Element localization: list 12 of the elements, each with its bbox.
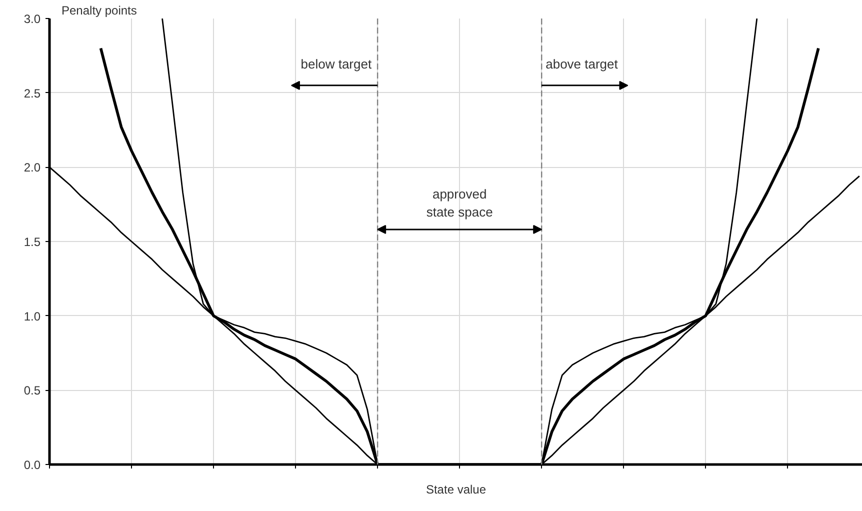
- y-tick-label: 3.0: [24, 12, 41, 26]
- y-axis-title: Penalty points: [62, 4, 137, 18]
- x-axis-title: State value: [426, 482, 486, 496]
- y-tick-label: 0.0: [24, 458, 41, 472]
- y-tick-label: 1.5: [24, 235, 41, 249]
- annotation: above target: [546, 56, 618, 72]
- y-tick-label: 2.5: [24, 86, 41, 100]
- annotation: approved state space: [426, 186, 493, 220]
- y-tick-label: 2.0: [24, 160, 41, 175]
- y-tick-label: 1.0: [24, 309, 41, 324]
- annotation: below target: [300, 56, 372, 72]
- y-tick-label: 0.5: [24, 384, 41, 398]
